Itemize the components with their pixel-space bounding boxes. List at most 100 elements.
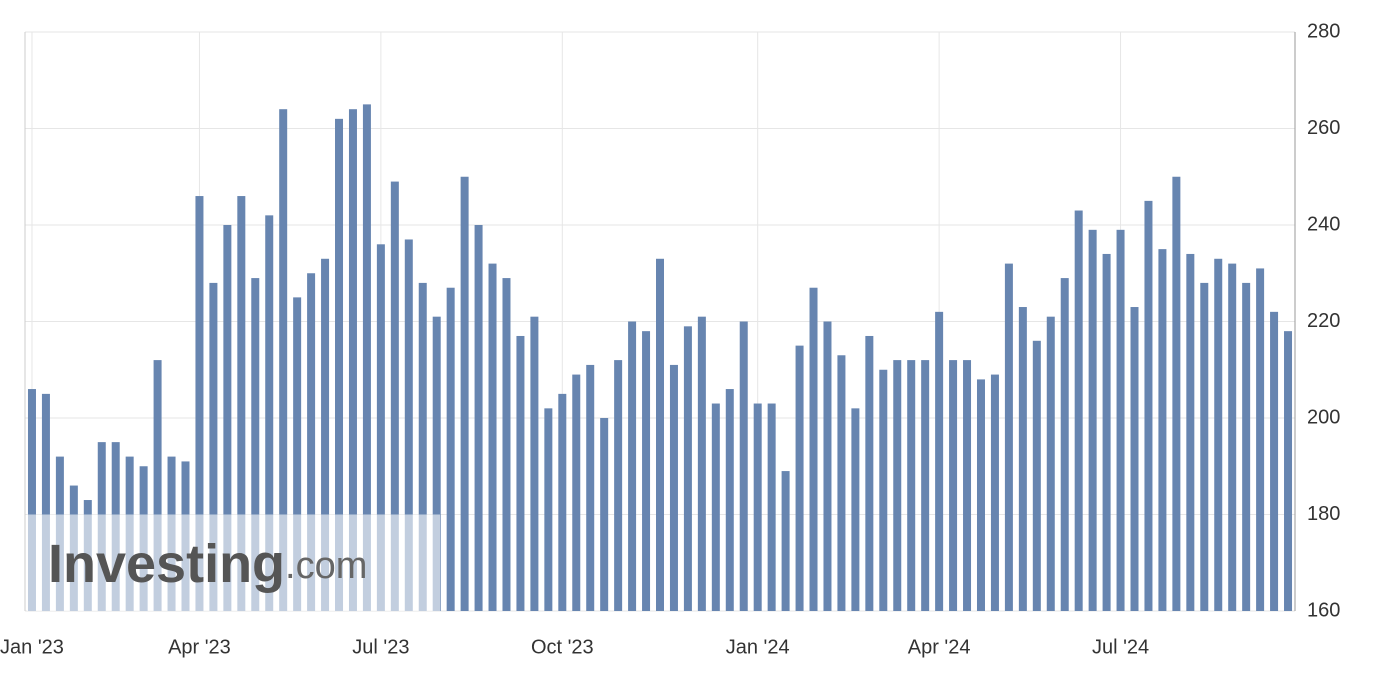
bar <box>963 360 972 611</box>
bar <box>418 282 427 611</box>
y-tick-label: 160 <box>1307 599 1340 621</box>
bar <box>893 360 902 611</box>
x-tick-label: Jul '24 <box>1092 636 1149 658</box>
bar <box>209 282 218 611</box>
bar <box>1018 307 1027 611</box>
bar <box>1270 311 1279 611</box>
x-tick-label: Jul '23 <box>352 636 409 658</box>
bar <box>1060 278 1069 611</box>
watermark: Investing.com <box>48 534 367 594</box>
bar <box>446 287 455 611</box>
x-tick-label: Apr '23 <box>168 636 231 658</box>
bar <box>600 418 609 611</box>
bar <box>949 360 958 611</box>
bar <box>27 389 36 611</box>
y-tick-label: 200 <box>1307 406 1340 428</box>
bar <box>1032 340 1041 611</box>
bar <box>153 360 162 611</box>
bar <box>390 181 399 611</box>
bar <box>251 278 260 611</box>
bar <box>1074 210 1083 611</box>
watermark-suffix: .com <box>285 545 367 587</box>
bar <box>879 369 888 611</box>
y-tick-label: 180 <box>1307 503 1340 525</box>
bar <box>865 335 874 611</box>
bar <box>935 311 944 611</box>
bar <box>1256 268 1265 611</box>
bar <box>362 104 371 611</box>
watermark-brand: Investing <box>48 534 285 594</box>
bar <box>628 321 637 611</box>
bar <box>223 225 232 611</box>
bar <box>265 215 274 611</box>
bar <box>753 403 762 611</box>
bar <box>41 393 50 611</box>
bar <box>1242 282 1251 611</box>
y-tick-label: 280 <box>1307 20 1340 42</box>
y-tick-label: 240 <box>1307 213 1340 235</box>
bar <box>502 278 511 611</box>
bar <box>348 109 357 611</box>
bar <box>1186 253 1195 611</box>
bar <box>697 316 706 611</box>
bar <box>976 379 985 611</box>
bar <box>1004 263 1013 611</box>
bar <box>683 326 692 611</box>
bar <box>642 331 651 611</box>
bar <box>488 263 497 611</box>
bar <box>1130 307 1139 611</box>
bar <box>1158 249 1167 611</box>
bar <box>1284 331 1293 611</box>
watermark-box <box>27 514 440 611</box>
bar <box>1200 282 1209 611</box>
bar <box>195 196 204 612</box>
bar <box>586 364 595 611</box>
bar <box>1116 229 1125 611</box>
bar <box>669 364 678 611</box>
bar <box>711 403 720 611</box>
bar <box>516 335 525 611</box>
bar <box>376 244 385 612</box>
x-tick-label: Oct '23 <box>531 636 594 658</box>
bar <box>921 360 930 611</box>
bar <box>907 360 916 611</box>
bar <box>1046 316 1055 611</box>
bar <box>990 374 999 611</box>
bar <box>544 408 553 611</box>
bar <box>474 225 483 611</box>
x-tick-label: Apr '24 <box>908 636 971 658</box>
bar <box>851 408 860 611</box>
bar <box>823 321 832 611</box>
bar <box>614 360 623 611</box>
bar <box>307 273 316 611</box>
bar <box>237 196 246 612</box>
bar <box>725 389 734 611</box>
bar <box>809 287 818 611</box>
bar <box>321 258 330 611</box>
bar <box>656 258 664 611</box>
bar <box>279 109 288 611</box>
bar <box>432 316 441 611</box>
bar <box>1214 258 1223 611</box>
bar <box>767 403 776 611</box>
bar <box>1144 200 1153 611</box>
bar <box>1172 176 1181 611</box>
bar <box>530 316 539 611</box>
bar <box>1088 229 1097 611</box>
bar <box>837 355 846 611</box>
bar <box>781 471 790 611</box>
bar <box>335 118 344 611</box>
x-tick-label: Jan '24 <box>726 636 790 658</box>
bar <box>739 321 748 611</box>
bar <box>404 239 413 611</box>
y-tick-label: 220 <box>1307 310 1340 332</box>
bar <box>572 374 581 611</box>
bar <box>1228 263 1237 611</box>
x-tick-label: Jan '23 <box>0 636 64 658</box>
bar <box>460 176 469 611</box>
bar <box>795 345 804 611</box>
bar <box>558 393 567 611</box>
y-tick-label: 260 <box>1307 117 1340 139</box>
bar <box>1102 253 1111 611</box>
